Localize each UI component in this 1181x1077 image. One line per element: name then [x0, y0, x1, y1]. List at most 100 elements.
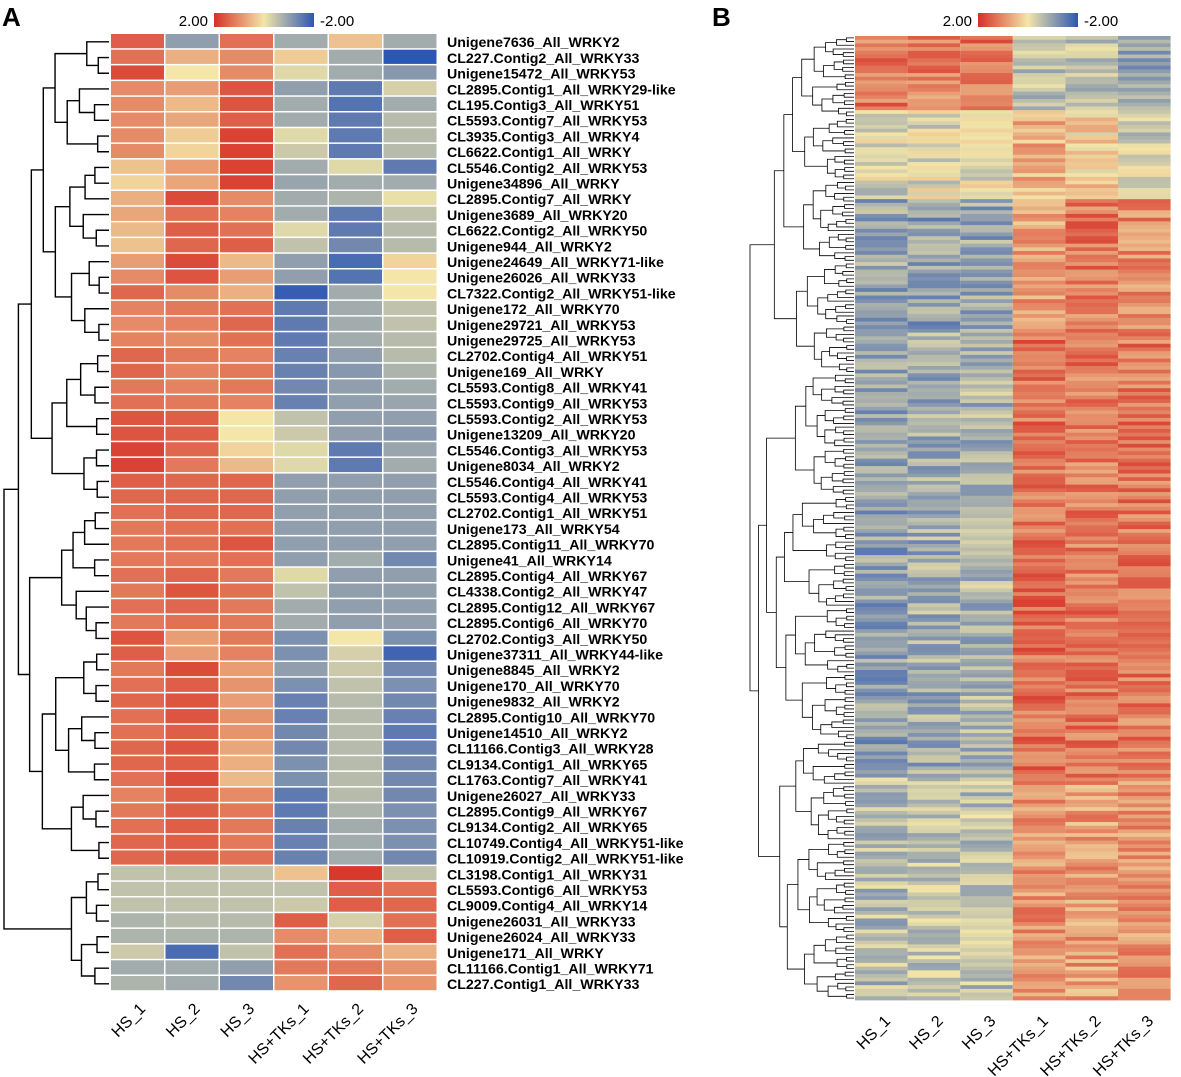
heatmap-cell	[1065, 128, 1118, 133]
heatmap-cell	[220, 630, 273, 645]
heatmap-cell	[1065, 110, 1118, 115]
heatmap-cell	[960, 65, 1013, 70]
heatmap-cell	[960, 258, 1013, 263]
heatmap-cell	[1065, 514, 1118, 519]
heatmap-cell	[1118, 139, 1171, 144]
heatmap-cell	[274, 881, 328, 896]
dendrogram-branch	[66, 378, 97, 428]
heatmap-cell	[855, 384, 908, 389]
heatmap-cell	[1118, 955, 1171, 960]
dendrogram-branch	[832, 788, 845, 797]
heatmap-cell	[855, 647, 908, 652]
heatmap-cell	[855, 896, 908, 901]
heatmap-cell	[1012, 695, 1066, 701]
heatmap-cell	[1012, 666, 1066, 671]
heatmap-cell	[907, 658, 961, 663]
heatmap-cell	[960, 503, 1013, 508]
heatmap-cell	[1065, 314, 1118, 319]
dendrogram-branch	[844, 645, 854, 651]
heatmap-cell	[1012, 236, 1066, 241]
heatmap-cell	[1118, 202, 1171, 207]
heatmap-cell	[855, 514, 908, 519]
heatmap-cell	[1065, 102, 1118, 107]
heatmap-cell	[1065, 169, 1118, 174]
heatmap-cell	[1065, 124, 1118, 130]
heatmap-cell	[907, 466, 961, 471]
heatmap-cell	[1065, 825, 1118, 830]
dendrogram-branch	[843, 93, 854, 98]
row-label: CL5593.Contig2_All_WRKY53	[447, 412, 647, 428]
heatmap-cell	[960, 136, 1013, 141]
heatmap-cell	[1012, 988, 1066, 993]
heatmap-cell	[907, 150, 961, 156]
heatmap-cell	[1118, 703, 1171, 708]
heatmap-cell	[1118, 784, 1171, 790]
heatmap-cell	[960, 202, 1013, 207]
heatmap-cell	[907, 440, 961, 445]
dendrogram-branch	[833, 61, 844, 70]
heatmap-cell	[1012, 384, 1066, 389]
dendrogram-branch	[843, 882, 854, 888]
heatmap-cell	[1118, 918, 1171, 923]
heatmap-cell	[1065, 907, 1118, 912]
heatmap-cell	[329, 348, 382, 363]
heatmap-cell	[907, 291, 961, 296]
heatmap-cell	[960, 184, 1013, 189]
heatmap-cell	[960, 221, 1013, 226]
dendrogram-branch	[844, 515, 854, 521]
heatmap-cell	[1012, 143, 1066, 148]
heatmap-cell	[1118, 325, 1171, 330]
heatmap-cell	[907, 199, 961, 204]
row-label: CL2702.Contig4_All_WRKY51	[447, 349, 647, 365]
heatmap-cell	[907, 788, 961, 793]
heatmap-cell	[1012, 914, 1066, 919]
heatmap-cell	[960, 277, 1013, 282]
heatmap-cell	[1065, 974, 1118, 979]
heatmap-cell	[960, 210, 1013, 215]
heatmap-cell	[274, 269, 328, 284]
dendrogram-branch	[834, 265, 847, 274]
heatmap-cell	[960, 881, 1013, 886]
heatmap-cell	[111, 866, 164, 881]
heatmap-cell	[855, 447, 908, 452]
heatmap-cell	[1012, 647, 1066, 652]
heatmap-cell	[1118, 273, 1171, 278]
heatmap-cell	[907, 599, 961, 604]
heatmap-cell	[1065, 440, 1118, 445]
heatmap-cell	[220, 646, 273, 661]
heatmap-cell	[960, 918, 1013, 923]
heatmap-cell	[907, 480, 961, 486]
heatmap-cell	[855, 699, 908, 704]
heatmap-cell	[1012, 277, 1066, 282]
heatmap-cell	[165, 771, 219, 787]
heatmap-cell	[1065, 529, 1118, 534]
heatmap-cell	[960, 132, 1013, 137]
heatmap-cell	[1118, 859, 1171, 864]
heatmap-cell	[1065, 91, 1118, 96]
heatmap-cell	[274, 143, 328, 159]
dendrogram-branch	[846, 956, 854, 962]
heatmap-cell	[907, 518, 961, 523]
heatmap-cell	[1118, 328, 1171, 334]
heatmap-cell	[1012, 581, 1066, 586]
heatmap-cell	[960, 302, 1013, 308]
dendrogram-branch	[843, 819, 854, 825]
heatmap-cell	[960, 54, 1013, 59]
heatmap-cell	[1118, 747, 1171, 752]
heatmap-cell	[907, 755, 961, 760]
heatmap-cell	[1065, 195, 1118, 200]
heatmap-cell	[907, 243, 961, 248]
heatmap-cell	[907, 707, 961, 712]
heatmap-cell	[1012, 521, 1066, 526]
heatmap-cell	[220, 473, 273, 488]
row-label: Unigene26031_All_WRKY33	[447, 914, 636, 930]
heatmap-cell	[1065, 718, 1118, 723]
heatmap-cell	[960, 469, 1013, 474]
heatmap-cell	[165, 866, 219, 881]
heatmap-cell	[111, 128, 164, 143]
heatmap-cell	[220, 81, 273, 96]
row-label: CL227.Contig2_All_WRKY33	[447, 51, 639, 67]
heatmap-cell	[960, 429, 1013, 434]
heatmap-cell	[960, 666, 1013, 671]
heatmap-cell	[329, 300, 382, 316]
